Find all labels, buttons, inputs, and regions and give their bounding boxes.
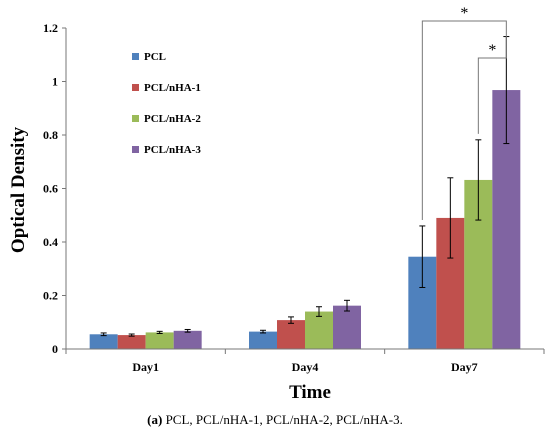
bar [333, 305, 361, 349]
figure-caption: (a) PCL, PCL/nHA-1, PCL/nHA-2, PCL/nHA-3… [0, 412, 550, 428]
bar [145, 332, 174, 349]
legend-swatch [132, 146, 139, 153]
bar-chart: 0 0.2 0.4 0.6 0.8 1 1.2 Day1 Day4 Day7 PCL PCL/nH… [8, 5, 545, 403]
significance-bracket [477, 34, 507, 134]
bar [173, 330, 202, 349]
significance-bracket [421, 20, 507, 220]
legend-swatch [132, 115, 139, 122]
bar [89, 334, 118, 349]
y-tick-label: 0.2 [43, 289, 58, 303]
bar [249, 331, 277, 349]
y-tick-label: 0.8 [43, 128, 58, 142]
bar [305, 311, 333, 349]
y-tick-label: 0.4 [43, 235, 58, 249]
significance-annotations: ** [421, 5, 507, 220]
x-category-label: Day1 [132, 360, 159, 374]
bar [117, 335, 146, 349]
legend-swatch [132, 84, 139, 91]
bar [277, 320, 305, 349]
significance-star: * [488, 42, 496, 59]
x-categories-layer: Day1 Day4 Day7 [65, 349, 545, 374]
y-ticks-layer: 0 0.2 0.4 0.6 0.8 1 1.2 [43, 21, 66, 356]
y-tick-label: 1.2 [43, 21, 58, 35]
legend: PCL PCL/nHA-1 PCL/nHA-2 PCL/nHA-3 [132, 51, 201, 156]
legend-label: PCL/nHA-2 [144, 113, 201, 125]
legend-swatch [132, 53, 139, 60]
legend-label: PCL/nHA-3 [144, 144, 201, 156]
y-axis-title: Optical Density [8, 126, 29, 253]
bars-layer [89, 90, 521, 349]
y-tick-label: 0.6 [43, 182, 58, 196]
x-category-label: Day4 [292, 360, 319, 374]
significance-star: * [460, 5, 468, 22]
legend-label: PCL [144, 51, 166, 63]
legend-label: PCL/nHA-1 [144, 82, 201, 94]
caption-text: PCL, PCL/nHA-1, PCL/nHA-2, PCL/nHA-3. [162, 412, 403, 427]
y-tick-label: 1 [52, 75, 58, 89]
caption-label: (a) [147, 412, 163, 427]
y-tick-label: 0 [52, 342, 58, 356]
x-axis-title: Time [289, 382, 331, 403]
x-category-label: Day7 [451, 360, 478, 374]
